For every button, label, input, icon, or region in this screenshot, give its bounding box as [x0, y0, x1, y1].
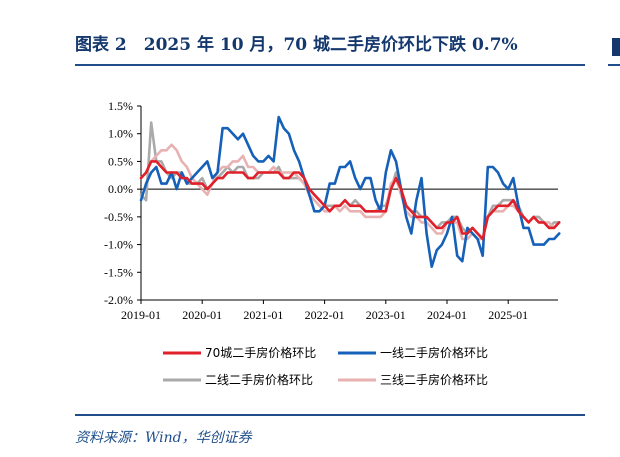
series-lines: [139, 115, 561, 269]
legend-label: 一线二手房价格环比: [380, 345, 488, 360]
y-tick-label: 0.5%: [108, 154, 133, 168]
legend-label: 三线二手房价格环比: [380, 372, 488, 387]
x-tick-label: 2022-01: [305, 308, 345, 322]
legend-label: 70城二手房价格环比: [205, 345, 316, 360]
y-tick-label: -2.0%: [104, 293, 133, 307]
y-tick-label: 1.5%: [108, 99, 133, 113]
x-tick-label: 2024-01: [427, 308, 467, 322]
legend-tier2: 二线二手房价格环比: [163, 372, 313, 387]
legend-tier3: 三线二手房价格环比: [338, 372, 488, 387]
x-tick-label: 2025-01: [488, 308, 528, 322]
adjacent-panel-edge: [612, 38, 620, 56]
title-rule: [75, 64, 585, 66]
series-tier3: [139, 143, 561, 241]
legend-tier1: 一线二手房价格环比: [338, 345, 488, 360]
y-tick-label: 0.0%: [108, 182, 133, 196]
y-tick-label: -1.5%: [104, 265, 133, 279]
x-tick-label: 2021-01: [243, 308, 283, 322]
source-note: 资料来源：Wind，华创证券: [75, 430, 252, 446]
x-tick-label: 2020-01: [182, 308, 222, 322]
legend-label: 二线二手房价格环比: [205, 372, 313, 387]
footer-rule: [75, 414, 585, 416]
y-tick-label: 1.0%: [108, 127, 133, 141]
y-tick-label: -1.0%: [104, 238, 133, 252]
series-tier1: [139, 115, 561, 269]
x-tick-label: 2023-01: [366, 308, 406, 322]
adjacent-panel-rule: [608, 64, 620, 66]
series-70-cities: [139, 160, 561, 241]
chart-title: 图表 2 2025 年 10 月，70 城二手房价环比下跌 0.7%: [75, 35, 518, 55]
y-tick-label: -0.5%: [104, 210, 133, 224]
axes: 1.5% 1.0% 0.5% 0.0% -0.5% -1.0% -1.5% -2.0%2019…: [104, 99, 558, 322]
x-tick-label: 2019-01: [121, 308, 161, 322]
legend-70-cities: 70城二手房价格环比: [163, 345, 316, 360]
series-tier2: [139, 121, 561, 241]
